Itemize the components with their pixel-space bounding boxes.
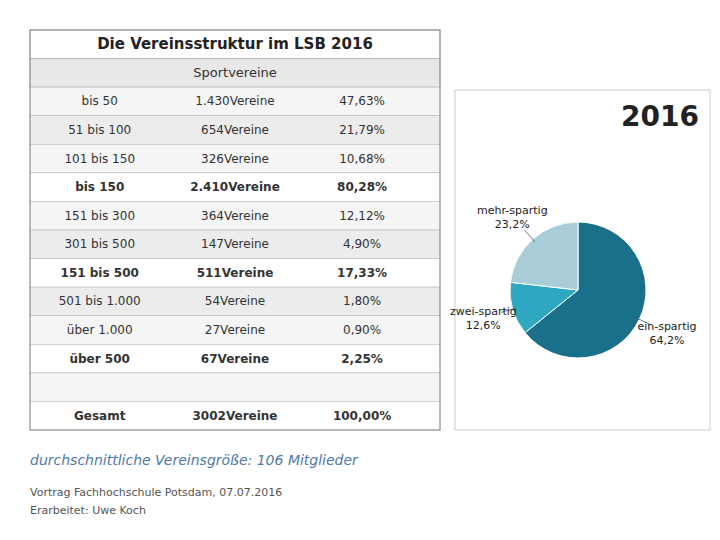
data-label: 64,2% bbox=[649, 334, 684, 347]
table-border bbox=[30, 30, 440, 430]
table-cell: bis 50 bbox=[82, 94, 118, 108]
table-cell: 4,90% bbox=[343, 237, 381, 251]
canvas: Die Vereinsstruktur im LSB 2016 Sportvere… bbox=[0, 0, 720, 540]
footer: durchschnittliche Vereinsgröße: 106 Mitg… bbox=[30, 452, 359, 468]
table-cell: 2,25% bbox=[341, 352, 383, 366]
table-row bbox=[30, 401, 440, 430]
table-cell: 80,28% bbox=[337, 180, 387, 194]
table-cell: 2.410Vereine bbox=[190, 180, 280, 194]
table-cell: 54Vereine bbox=[205, 294, 265, 308]
pie-slice bbox=[510, 222, 578, 290]
table-cell: 147Vereine bbox=[201, 237, 269, 251]
data-label: 23,2% bbox=[495, 218, 530, 231]
subtitle: Sportvereine bbox=[193, 65, 277, 80]
table-row bbox=[30, 287, 440, 316]
leader-line bbox=[525, 230, 535, 242]
table-cell: über 1.000 bbox=[67, 323, 133, 337]
data-label: 12,6% bbox=[466, 319, 501, 332]
table-cell: 0,90% bbox=[343, 323, 381, 337]
table-cell: 3002Vereine bbox=[192, 409, 277, 423]
table-cell: 301 bis 500 bbox=[64, 237, 135, 251]
table-cell: 51 bis 100 bbox=[68, 123, 131, 137]
table-row bbox=[30, 173, 440, 202]
pie-slice bbox=[510, 282, 578, 332]
credit: Vortrag Fachhochschule Potsdam, 07.07.20… bbox=[30, 486, 282, 499]
table-cell: 511Vereine bbox=[197, 266, 274, 280]
table-cell: 21,79% bbox=[339, 123, 385, 137]
table-cell: 47,63% bbox=[339, 94, 385, 108]
table-cell: 27Vereine bbox=[205, 323, 265, 337]
pie: ein-spartig64,2% zwei-spartig12,6% mehr-sp… bbox=[450, 204, 697, 358]
table-cell: 364Vereine bbox=[201, 209, 269, 223]
title: Die Vereinsstruktur im LSB 2016 bbox=[97, 35, 373, 53]
slice-label: ein-spartig bbox=[637, 320, 696, 333]
table-row bbox=[30, 116, 440, 145]
table-cell: 151 bis 300 bbox=[64, 209, 135, 223]
table-cell: 151 bis 500 bbox=[61, 266, 139, 280]
slice-label: zwei-spartig bbox=[450, 305, 517, 318]
table-cell: 100,00% bbox=[333, 409, 391, 423]
pie-panel: 2016 ein-spartig64,2% zwei-spartig12,6% meh… bbox=[450, 90, 710, 430]
table-cell: 12,12% bbox=[339, 209, 385, 223]
slice-label: mehr-spartig bbox=[477, 204, 548, 217]
table-cell: 1,80% bbox=[343, 294, 381, 308]
table-row bbox=[30, 87, 440, 116]
table-row bbox=[30, 201, 440, 230]
table-row bbox=[30, 259, 440, 288]
pie-box bbox=[455, 90, 710, 430]
table-row bbox=[30, 144, 440, 173]
table-row bbox=[30, 373, 440, 402]
table-row bbox=[30, 344, 440, 373]
table-cell: 67Vereine bbox=[201, 352, 269, 366]
credit: Erarbeitet: Uwe Koch bbox=[30, 504, 146, 517]
title: 2016 bbox=[621, 100, 699, 133]
table-cell: 1.430Vereine bbox=[195, 94, 274, 108]
table-cell: 654Vereine bbox=[201, 123, 269, 137]
table-cell: 10,68% bbox=[339, 152, 385, 166]
table-cell: bis 150 bbox=[75, 180, 124, 194]
table-title-cell bbox=[30, 30, 440, 59]
table-cell: Gesamt bbox=[74, 409, 126, 423]
table: Die Vereinsstruktur im LSB 2016 Sportvere… bbox=[30, 30, 440, 517]
table-cell: 17,33% bbox=[337, 266, 387, 280]
table-subtitle-cell bbox=[30, 59, 440, 88]
table-cell: über 500 bbox=[69, 352, 129, 366]
table-cell: 501 bis 1.000 bbox=[59, 294, 141, 308]
table-row bbox=[30, 230, 440, 259]
table-row bbox=[30, 316, 440, 345]
table-cell: 101 bis 150 bbox=[64, 152, 135, 166]
table-cell: 326Vereine bbox=[201, 152, 269, 166]
